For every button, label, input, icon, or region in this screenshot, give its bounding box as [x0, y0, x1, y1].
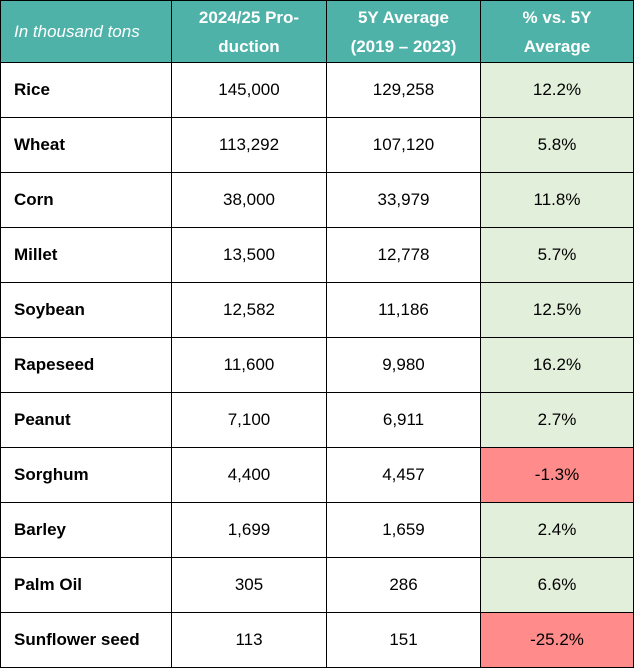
table-row: Palm Oil 305 286 6.6% [0, 557, 634, 613]
table-row: Soybean 12,582 11,186 12.5% [0, 282, 634, 338]
change-header-line2: Average [523, 36, 591, 56]
production-cell: 1,699 [171, 502, 327, 558]
crop-name-cell: Peanut [0, 392, 172, 448]
change-cell: 2.4% [480, 502, 634, 558]
table-row: Millet 13,500 12,778 5.7% [0, 227, 634, 283]
crop-name-cell: Rice [0, 62, 172, 118]
production-cell: 4,400 [171, 447, 327, 503]
average-cell: 286 [326, 557, 481, 613]
average-cell: 4,457 [326, 447, 481, 503]
table-row: Peanut 7,100 6,911 2.7% [0, 392, 634, 448]
crop-name-cell: Sorghum [0, 447, 172, 503]
average-cell: 6,911 [326, 392, 481, 448]
production-cell: 13,500 [171, 227, 327, 283]
table-row: Sorghum 4,400 4,457 -1.3% [0, 447, 634, 503]
average-cell: 12,778 [326, 227, 481, 283]
crop-name-cell: Millet [0, 227, 172, 283]
average-cell: 151 [326, 612, 481, 668]
table-header: In thousand tons 2024/25 Pro-duction 5Y … [0, 0, 634, 63]
change-cell: 12.5% [480, 282, 634, 338]
average-cell: 1,659 [326, 502, 481, 558]
crop-name-cell: Sunflower seed [0, 612, 172, 668]
crop-name-cell: Wheat [0, 117, 172, 173]
production-cell: 305 [171, 557, 327, 613]
table-row: Rice 145,000 129,258 12.2% [0, 62, 634, 118]
change-cell: 12.2% [480, 62, 634, 118]
production-cell: 11,600 [171, 337, 327, 393]
table-body: Rice 145,000 129,258 12.2% Wheat 113,292 107,1… [0, 62, 634, 668]
average-cell: 11,186 [326, 282, 481, 338]
average-cell: 107,120 [326, 117, 481, 173]
average-column-header: 5Y Average (2019 – 2023) [326, 0, 481, 63]
production-cell: 7,100 [171, 392, 327, 448]
production-cell: 12,582 [171, 282, 327, 338]
table-row: Barley 1,699 1,659 2.4% [0, 502, 634, 558]
change-cell: 5.8% [480, 117, 634, 173]
header-row: In thousand tons 2024/25 Pro-duction 5Y … [0, 0, 634, 63]
crop-name-cell: Palm Oil [0, 557, 172, 613]
average-cell: 129,258 [326, 62, 481, 118]
table-row: Sunflower seed 113 151 -25.2% [0, 612, 634, 668]
production-cell: 145,000 [171, 62, 327, 118]
production-cell: 113 [171, 612, 327, 668]
table-row: Wheat 113,292 107,120 5.8% [0, 117, 634, 173]
unit-header: In thousand tons [0, 0, 172, 63]
average-header-line1: 5Y Average [357, 7, 450, 27]
production-cell: 113,292 [171, 117, 327, 173]
average-cell: 33,979 [326, 172, 481, 228]
table-row: Rapeseed 11,600 9,980 16.2% [0, 337, 634, 393]
crop-name-cell: Barley [0, 502, 172, 558]
production-column-header: 2024/25 Pro-duction [171, 0, 327, 63]
change-cell: 5.7% [480, 227, 634, 283]
crop-name-cell: Rapeseed [0, 337, 172, 393]
average-cell: 9,980 [326, 337, 481, 393]
change-cell: 11.8% [480, 172, 634, 228]
average-header-line2: (2019 – 2023) [350, 36, 457, 56]
crop-name-cell: Soybean [0, 282, 172, 338]
change-cell: -1.3% [480, 447, 634, 503]
change-cell: 16.2% [480, 337, 634, 393]
change-header-line1: % vs. 5Y [522, 7, 592, 27]
change-cell: 6.6% [480, 557, 634, 613]
production-cell: 38,000 [171, 172, 327, 228]
change-cell: -25.2% [480, 612, 634, 668]
change-column-header: % vs. 5Y Average [480, 0, 634, 63]
change-cell: 2.7% [480, 392, 634, 448]
table-row: Corn 38,000 33,979 11.8% [0, 172, 634, 228]
crop-name-cell: Corn [0, 172, 172, 228]
